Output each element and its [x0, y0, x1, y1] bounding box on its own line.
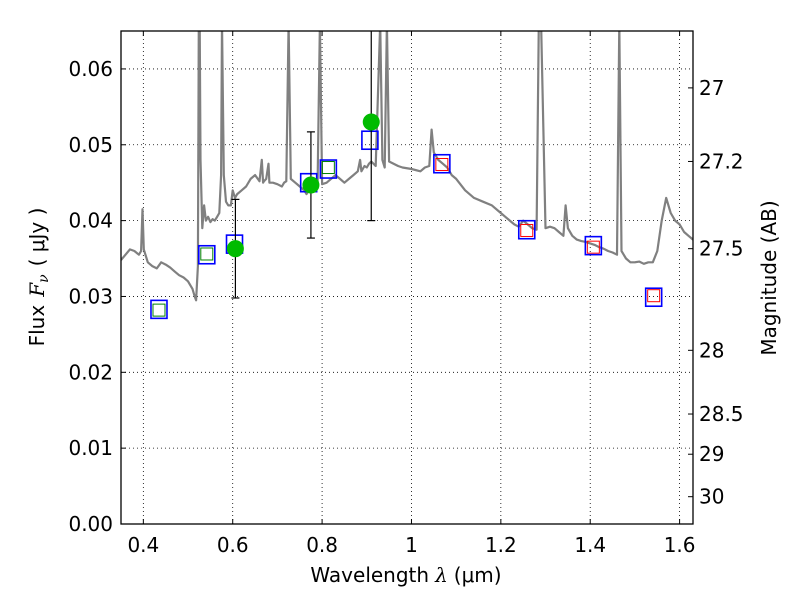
sed-model-layer [121, 31, 693, 302]
y-axis-label-text: Flux [25, 305, 49, 347]
y2-tick-label: 27.5 [699, 237, 744, 261]
x-axis-label-text: Wavelength [310, 563, 429, 587]
y2-axis-label: Magnitude (AB) [757, 200, 781, 355]
model-photometry-square [319, 159, 338, 179]
ticks: 0.4 0.6 0.8 1 1.2 1.4 1.6 0.00 0.01 0.02 0.03 0.04 0… [68, 31, 744, 557]
observed-square [586, 240, 600, 254]
x-tick-label: 1.4 [574, 533, 606, 557]
photometry-layer [150, 31, 663, 320]
observed-square [435, 157, 449, 171]
y2-tick-label: 30 [699, 485, 724, 509]
y2-tick-label: 28 [699, 338, 724, 362]
y-tick-label: 0.06 [68, 57, 113, 81]
x-axis-symbol: λ [434, 563, 448, 587]
x-tick-label: 0.4 [127, 533, 159, 557]
measured-point [362, 113, 380, 131]
model-photometry-square [644, 287, 663, 308]
x-tick-label: 0.8 [306, 533, 338, 557]
grid [121, 31, 693, 525]
plot-frame [120, 30, 694, 525]
x-axis-unit: (μm) [454, 563, 502, 587]
observed-square [647, 289, 661, 303]
model-photometry-square [584, 235, 603, 256]
y-axis-label: Flux Fν ( μJy ) [25, 208, 52, 347]
x-tick-label: 1.2 [485, 533, 517, 557]
y-tick-label: 0.02 [68, 360, 113, 384]
y-tick-label: 0.01 [68, 436, 113, 460]
y-tick-label: 0.04 [68, 209, 113, 233]
model-photometry-square [198, 244, 216, 265]
x-tick-label: 1.6 [664, 533, 696, 557]
y2-tick-label: 27 [699, 76, 724, 100]
x-axis-label: Wavelength λ (μm) [310, 563, 501, 587]
model-photometry-square [150, 299, 168, 320]
y-tick-label: 0.03 [68, 284, 113, 308]
measured-point [302, 176, 320, 194]
x-tick-label: 0.6 [217, 533, 249, 557]
y-axis-subscript: ν [36, 274, 52, 283]
y-axis-unit: ( μJy ) [25, 208, 49, 267]
model-photometry-square [433, 153, 451, 174]
model-photometry-square [361, 130, 379, 151]
model-photometry-square [517, 219, 536, 240]
y-axis-symbol: F [25, 282, 49, 298]
x-tick-label: 1 [405, 533, 418, 557]
y2-tick-label: 28.5 [699, 402, 744, 426]
observed-square [321, 161, 335, 175]
y2-tick-label: 29 [699, 442, 724, 466]
y2-tick-label: 27.2 [699, 149, 744, 173]
observed-square [200, 247, 214, 261]
observed-square [520, 223, 534, 237]
y-tick-label: 0.05 [68, 133, 113, 157]
observed-square [152, 303, 166, 317]
measured-point [226, 240, 244, 258]
sed-model-line [121, 31, 693, 302]
y-tick-label: 0.00 [68, 512, 113, 536]
